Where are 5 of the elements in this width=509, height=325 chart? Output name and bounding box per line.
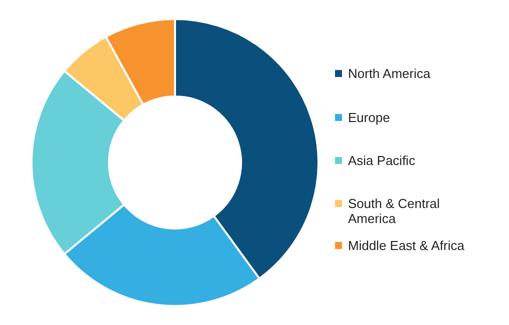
legend-label: Europe xyxy=(348,110,390,125)
legend-label: North America xyxy=(348,66,430,81)
legend-label: South & Central America xyxy=(348,196,441,226)
legend-label: Asia Pacific xyxy=(348,153,416,168)
legend-label: Middle East & Africa xyxy=(348,238,464,253)
